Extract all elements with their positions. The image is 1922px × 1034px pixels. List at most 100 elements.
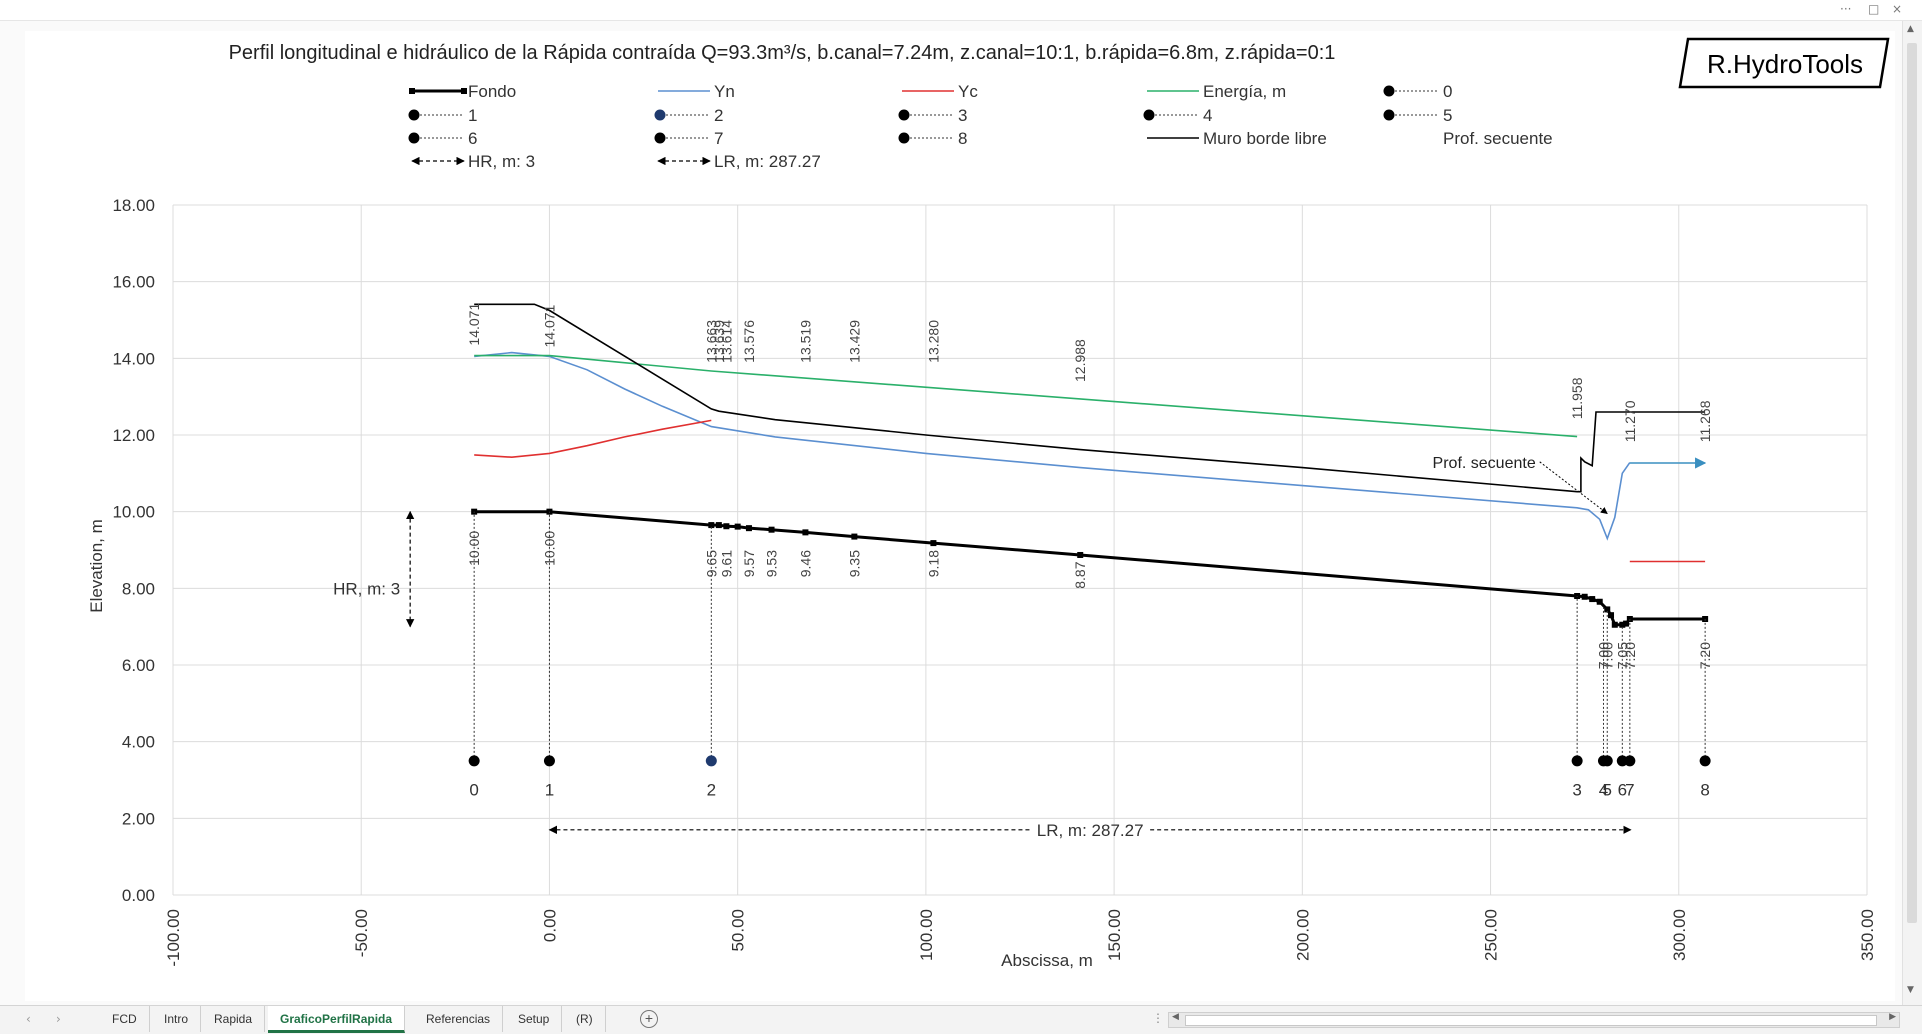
chart-title: Perfil longitudinal e hidráulico de la R… [229,42,1336,64]
section-label: 0 [469,781,478,800]
fondo-marker [471,509,477,515]
fondo-value-label: 7.20 [1622,642,1638,669]
x-tick-label: -100.00 [164,909,183,967]
horizontal-scroll-thumb[interactable] [1185,1015,1877,1026]
vertical-scrollbar[interactable]: ▲ ▼ [1902,21,1922,1005]
energy-value-label: 11.268 [1697,400,1713,442]
prev-sheet-icon[interactable]: ‹ [26,1012,31,1026]
restore-window-icon[interactable]: □ [1868,2,1879,16]
chart-area[interactable]: Perfil longitudinal e hidráulico de la R… [0,21,1902,1005]
section-marker [1624,755,1635,766]
fondo-marker [1597,599,1603,605]
sheet-tab-graficoperfilrapida[interactable]: GraficoPerfilRapida [268,1006,405,1033]
energy-value-label: 13.429 [846,320,862,363]
section-marker [469,755,480,766]
fondo-value-label: 10.00 [541,531,557,566]
legend-label: 8 [958,129,967,148]
fondo-marker [1608,612,1614,618]
energy-value-label: 13.576 [741,320,757,363]
fondo-marker [802,529,808,535]
section-marker [1572,755,1583,766]
legend-label: Muro borde libre [1203,129,1327,148]
y-axis-label: Elevation, m [87,519,106,613]
legend-label: 0 [1443,82,1452,101]
section-label: 7 [1625,781,1634,800]
energy-value-label: 14.071 [466,303,482,346]
sheet-tab-bar: ‹ › FCD Intro Rapida GraficoPerfilRapida Ref… [0,1005,1922,1034]
x-tick-label: 50.00 [729,909,748,952]
fondo-marker [851,534,857,540]
sheet-tab--r-[interactable]: (R) [564,1006,606,1032]
energy-value-label: 14.071 [541,304,557,347]
fondo-marker [746,525,752,531]
y-tick-label: 12.00 [112,426,155,445]
fondo-value-label: 10.00 [466,531,482,566]
y-tick-label: 10.00 [112,503,155,522]
sheet-tab-intro[interactable]: Intro [152,1006,201,1032]
sheet-tab-fcd[interactable]: FCD [100,1006,150,1032]
section-marker [1700,755,1711,766]
add-sheet-icon[interactable]: + [640,1010,658,1028]
x-tick-label: 350.00 [1858,909,1877,961]
fondo-marker [1612,622,1618,628]
fondo-marker [1077,552,1083,558]
y-tick-label: 14.00 [112,349,155,368]
fondo-value-label: 9.65 [703,550,719,577]
y-tick-label: 2.00 [122,809,155,828]
sheet-tab-setup[interactable]: Setup [506,1006,562,1032]
scroll-up-icon[interactable]: ▲ [1907,24,1914,34]
y-tick-label: 6.00 [122,656,155,675]
next-sheet-icon[interactable]: › [56,1012,61,1026]
x-tick-label: 100.00 [917,909,936,961]
scroll-right-icon[interactable]: ▶ [1889,1012,1896,1022]
fondo-value-label: 9.61 [718,550,734,577]
fondo-marker [769,527,775,533]
legend-swatch-dot [1384,110,1395,121]
y-tick-label: 18.00 [112,196,155,215]
section-marker [706,755,717,766]
legend-label: Energía, m [1203,82,1286,101]
x-tick-label: 250.00 [1482,909,1501,961]
section-label: 2 [707,781,716,800]
energy-value-label: 13.614 [718,320,734,363]
legend-item: Prof. secuente [1443,129,1553,148]
section-marker [1602,755,1613,766]
energy-value-label: 13.280 [925,320,941,363]
sheet-tab-referencias[interactable]: Referencias [414,1006,503,1032]
scroll-left-icon[interactable]: ◀ [1172,1012,1179,1022]
fondo-marker [723,523,729,529]
energy-value-label: 12.988 [1072,339,1088,382]
fondo-marker [930,540,936,546]
scroll-down-icon[interactable]: ▼ [1907,985,1914,995]
legend-swatch-dot [409,133,420,144]
legend-label: 7 [714,129,723,148]
legend-label: 3 [958,106,967,125]
logo-text: R.HydroTools [1707,49,1863,79]
sheet-tab-rapida[interactable]: Rapida [202,1006,265,1032]
legend-label: Prof. secuente [1443,129,1553,148]
legend-swatch-marker [409,88,415,94]
vertical-scroll-thumb[interactable] [1907,43,1917,923]
horizontal-scrollbar[interactable]: ◀ ▶ [1168,1012,1900,1028]
close-window-icon[interactable]: × [1892,2,1902,16]
chart-sheet: Perfil longitudinal e hidráulico de la R… [0,21,1902,1005]
prof-secuente-label: Prof. secuente [1433,455,1536,472]
legend-label: 5 [1443,106,1452,125]
legend-label: LR, m: 287.27 [714,152,821,171]
legend-swatch-marker [461,88,467,94]
more-options-icon[interactable]: ··· [1840,2,1851,16]
legend-label: Fondo [468,82,516,101]
tab-splitter-icon[interactable]: ⋮ [1152,1011,1164,1025]
x-tick-label: -50.00 [352,909,371,957]
energy-value-label: 11.270 [1622,400,1638,442]
section-label: 5 [1603,781,1612,800]
x-axis-label: Abscissa, m [1001,951,1093,970]
fondo-marker [735,524,741,530]
energy-value-label: 11.958 [1569,377,1585,419]
legend-label: HR, m: 3 [468,152,535,171]
section-label: 3 [1572,781,1581,800]
legend-label: Yn [714,82,735,101]
x-tick-label: 300.00 [1670,909,1689,961]
fondo-value-label: 9.35 [846,550,862,577]
legend-label: 2 [714,106,723,125]
